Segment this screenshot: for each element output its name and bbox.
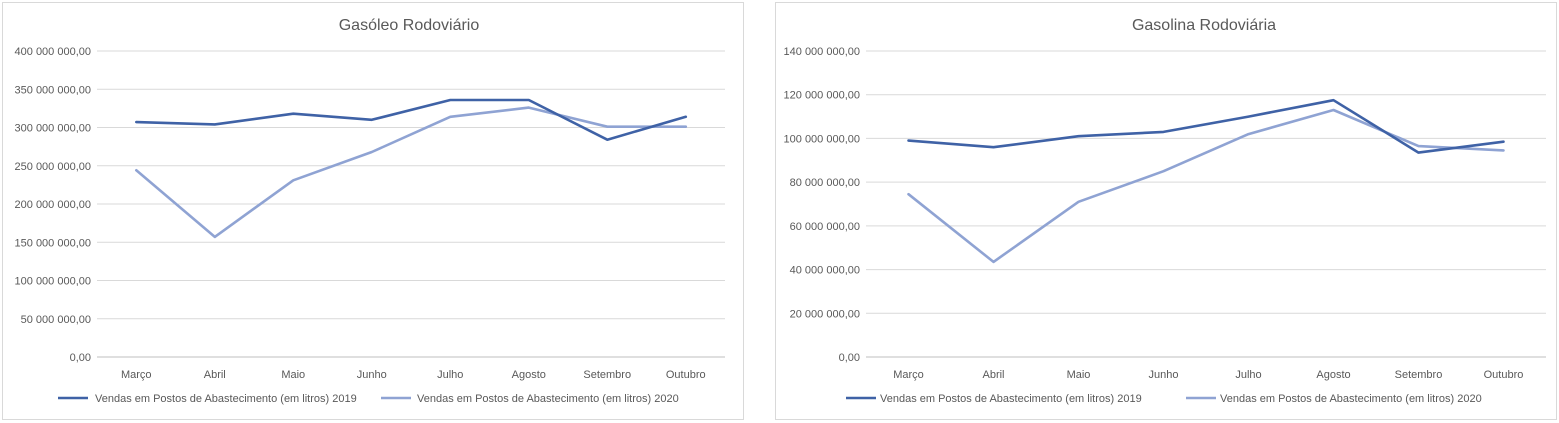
series-line-2020 xyxy=(907,108,1505,264)
y-tick-label: 20 000 000,00 xyxy=(790,308,860,320)
y-tick-label: 350 000 000,00 xyxy=(15,84,91,96)
legend-label: Vendas em Postos de Abastecimento (em li… xyxy=(95,393,357,405)
y-tick-label: 0,00 xyxy=(70,352,91,364)
y-tick-label: 40 000 000,00 xyxy=(790,265,860,277)
x-tick-label: Junho xyxy=(1149,369,1179,381)
x-tick-label: Setembro xyxy=(1395,369,1443,381)
y-tick-label: 100 000 000,00 xyxy=(15,276,91,288)
chart-svg-gasoleo: Gasóleo Rodoviário 0,00 50 000 000,00 100 0… xyxy=(15,17,725,405)
x-tick-label: Julho xyxy=(437,369,463,381)
legend-label: Vendas em Postos de Abastecimento (em li… xyxy=(1220,393,1482,405)
legend-label: Vendas em Postos de Abastecimento (em li… xyxy=(880,393,1142,405)
x-tick-label: Abril xyxy=(204,369,226,381)
y-tick-label: 150 000 000,00 xyxy=(15,237,91,249)
y-tick-label: 140 000 000,00 xyxy=(784,46,860,58)
series-line-2020 xyxy=(135,106,688,239)
chart-title: Gasóleo Rodoviário xyxy=(339,17,480,34)
x-tick-label: Setembro xyxy=(583,369,631,381)
x-tick-label: Maio xyxy=(281,369,305,381)
x-tick-label: Março xyxy=(893,369,924,381)
y-tick-label: 120 000 000,00 xyxy=(784,90,860,102)
y-tick-label: 250 000 000,00 xyxy=(15,161,91,173)
y-tick-label: 100 000 000,00 xyxy=(784,133,860,145)
x-tick-label: Maio xyxy=(1067,369,1091,381)
y-tick-label: 50 000 000,00 xyxy=(21,314,91,326)
x-tick-label: Agosto xyxy=(1316,369,1350,381)
x-tick-label: Outubro xyxy=(1484,369,1524,381)
x-tick-label: Março xyxy=(121,369,152,381)
x-tick-label: Julho xyxy=(1235,369,1261,381)
y-tick-label: 200 000 000,00 xyxy=(15,199,91,211)
y-tick-label: 0,00 xyxy=(839,352,860,364)
x-tick-label: Junho xyxy=(357,369,387,381)
chart-panel-gasolina: Gasolina Rodoviária 0,00 20 000 000,00 40 0… xyxy=(775,2,1557,420)
chart-title: Gasolina Rodoviária xyxy=(1132,17,1276,34)
x-tick-label: Agosto xyxy=(512,369,546,381)
legend-label: Vendas em Postos de Abastecimento (em li… xyxy=(417,393,679,405)
y-tick-label: 300 000 000,00 xyxy=(15,123,91,135)
x-tick-label: Outubro xyxy=(666,369,706,381)
series-line-2019 xyxy=(907,98,1505,154)
chart-svg-gasolina: Gasolina Rodoviária 0,00 20 000 000,00 40 0… xyxy=(784,17,1546,405)
y-tick-label: 400 000 000,00 xyxy=(15,46,91,58)
chart-panel-gasoleo: Gasóleo Rodoviário 0,00 50 000 000,00 100 0… xyxy=(2,2,744,420)
y-tick-label: 80 000 000,00 xyxy=(790,177,860,189)
series-line-2019 xyxy=(135,98,688,141)
x-tick-label: Abril xyxy=(982,369,1004,381)
y-tick-label: 60 000 000,00 xyxy=(790,221,860,233)
